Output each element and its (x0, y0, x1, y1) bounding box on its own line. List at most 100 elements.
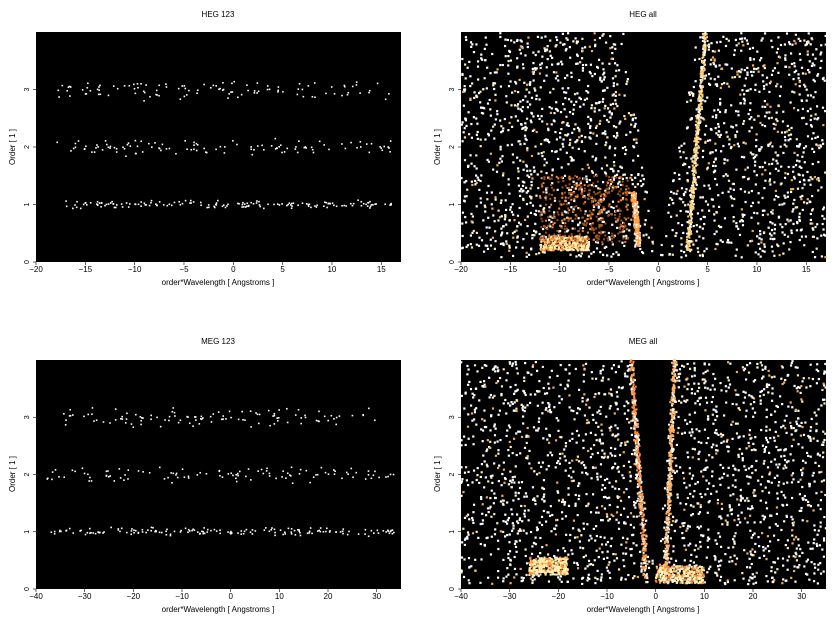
event-pixel (816, 73, 820, 76)
event-pixel (691, 92, 694, 95)
event-pixel (563, 174, 567, 178)
event-pixel (69, 95, 71, 97)
event-pixel (584, 240, 587, 243)
event-pixel (589, 228, 592, 231)
event-pixel (595, 174, 598, 177)
event-pixel (500, 125, 503, 128)
event-pixel (535, 97, 538, 101)
event-pixel (391, 532, 394, 535)
event-pixel (156, 94, 158, 96)
event-pixel (803, 244, 806, 247)
event-pixel (792, 538, 796, 541)
event-pixel (719, 225, 722, 229)
event-pixel (80, 529, 82, 532)
event-pixel (794, 33, 797, 36)
event-pixel (767, 391, 770, 394)
event-pixel (602, 68, 605, 71)
event-pixel (806, 198, 809, 201)
event-pixel (88, 480, 90, 482)
event-pixel (755, 459, 758, 463)
event-pixel (697, 137, 700, 140)
event-pixel (529, 103, 532, 106)
event-pixel (616, 83, 619, 86)
event-pixel (276, 419, 279, 422)
event-pixel (506, 519, 509, 522)
event-pixel (795, 387, 798, 390)
event-pixel (164, 419, 166, 421)
event-pixel (691, 240, 694, 243)
event-pixel (522, 67, 525, 70)
event-pixel (620, 188, 623, 191)
event-pixel (524, 122, 527, 125)
event-pixel (790, 188, 793, 191)
event-pixel (698, 254, 702, 257)
event-pixel (296, 151, 299, 154)
event-pixel (555, 36, 558, 39)
event-pixel (715, 84, 719, 88)
event-pixel (607, 187, 611, 190)
event-pixel (673, 471, 677, 474)
event-pixel (518, 539, 521, 542)
event-pixel (466, 66, 469, 69)
event-pixel (290, 466, 293, 469)
event-pixel (682, 477, 686, 480)
event-pixel (636, 227, 639, 230)
event-pixel (484, 138, 487, 141)
event-pixel (629, 474, 632, 477)
event-pixel (534, 503, 537, 506)
event-pixel (799, 424, 802, 428)
event-pixel (811, 377, 815, 381)
event-pixel (506, 501, 509, 504)
event-pixel (174, 415, 176, 417)
x-tick-label: 15 (377, 265, 386, 274)
event-pixel (499, 148, 502, 151)
event-pixel (720, 67, 724, 70)
event-pixel (517, 140, 520, 143)
event-pixel (715, 405, 718, 408)
event-pixel (689, 204, 692, 207)
event-pixel (175, 472, 178, 475)
event-pixel (660, 243, 663, 247)
event-pixel (816, 533, 819, 536)
event-pixel (786, 124, 789, 128)
event-pixel (596, 578, 599, 581)
event-pixel (749, 151, 752, 154)
event-pixel (594, 43, 597, 46)
event-pixel (813, 256, 817, 259)
event-pixel (63, 412, 65, 415)
event-pixel (538, 380, 541, 383)
event-pixel (614, 209, 617, 212)
event-pixel (754, 550, 757, 553)
event-pixel (91, 413, 93, 415)
event-pixel (626, 369, 629, 372)
event-pixel (572, 40, 575, 43)
event-pixel (208, 206, 210, 209)
event-pixel (753, 170, 756, 173)
event-pixel (617, 170, 620, 173)
event-pixel (787, 41, 791, 44)
event-pixel (636, 233, 639, 236)
event-pixel (305, 147, 307, 149)
event-pixel (576, 139, 579, 142)
event-pixel (206, 531, 209, 533)
event-pixel (741, 572, 744, 575)
event-pixel (591, 227, 594, 230)
event-pixel (120, 203, 123, 205)
event-pixel (799, 195, 802, 199)
event-pixel (578, 78, 581, 82)
event-pixel (575, 215, 578, 218)
event-pixel (519, 45, 522, 48)
event-pixel (722, 472, 726, 475)
event-pixel (621, 180, 624, 183)
event-pixel (753, 401, 756, 404)
event-pixel (493, 71, 497, 74)
event-pixel (770, 566, 773, 569)
event-pixel (549, 197, 552, 200)
event-pixel (687, 203, 690, 206)
event-pixel (218, 470, 221, 473)
event-pixel (803, 39, 806, 42)
event-pixel (479, 101, 482, 104)
event-pixel (486, 158, 489, 162)
event-pixel (699, 86, 702, 89)
event-pixel (618, 227, 621, 230)
